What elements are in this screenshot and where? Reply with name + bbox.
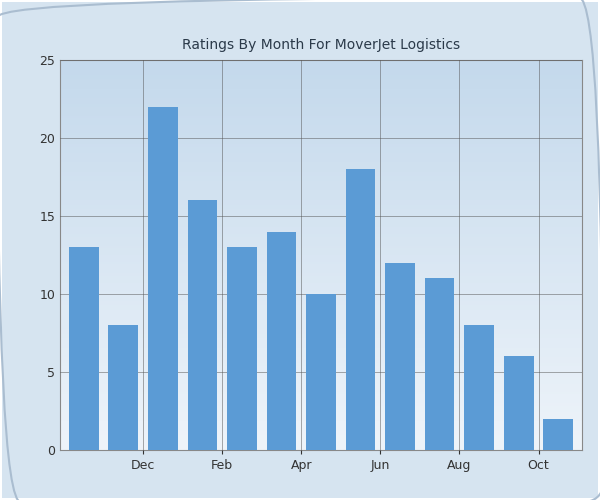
Bar: [227, 247, 257, 450]
Bar: [425, 278, 454, 450]
Bar: [109, 325, 138, 450]
Bar: [266, 232, 296, 450]
Bar: [346, 169, 376, 450]
Bar: [69, 247, 98, 450]
Bar: [544, 419, 573, 450]
Bar: [504, 356, 533, 450]
Bar: [385, 263, 415, 450]
Bar: [464, 325, 494, 450]
Bar: [148, 107, 178, 450]
Bar: [188, 200, 217, 450]
Bar: [306, 294, 336, 450]
Title: Ratings By Month For MoverJet Logistics: Ratings By Month For MoverJet Logistics: [182, 38, 460, 52]
